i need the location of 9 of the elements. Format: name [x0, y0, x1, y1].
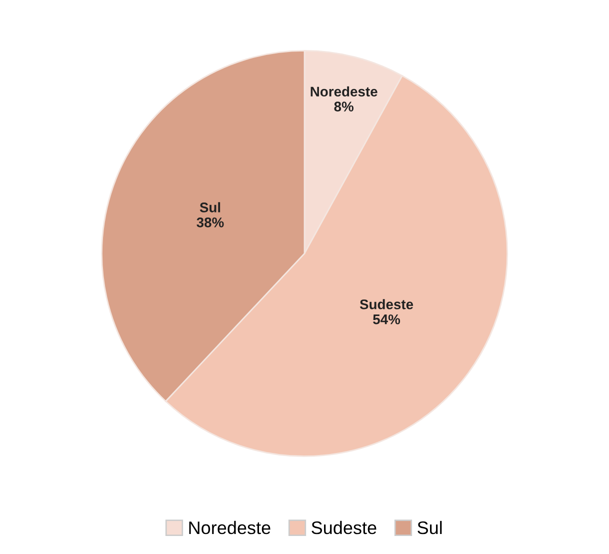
slice-label: Sul [200, 202, 220, 212]
legend-label: Noredeste [189, 520, 270, 534]
data-label: 8% [334, 102, 354, 112]
slice-label: Sudeste [360, 299, 414, 310]
data-label: 38% [196, 218, 224, 228]
legend-label: Sudeste [312, 520, 376, 534]
data-label: 54% [373, 314, 400, 324]
slice-label: Noredeste [310, 86, 378, 97]
legend-label: Sul [418, 520, 442, 534]
